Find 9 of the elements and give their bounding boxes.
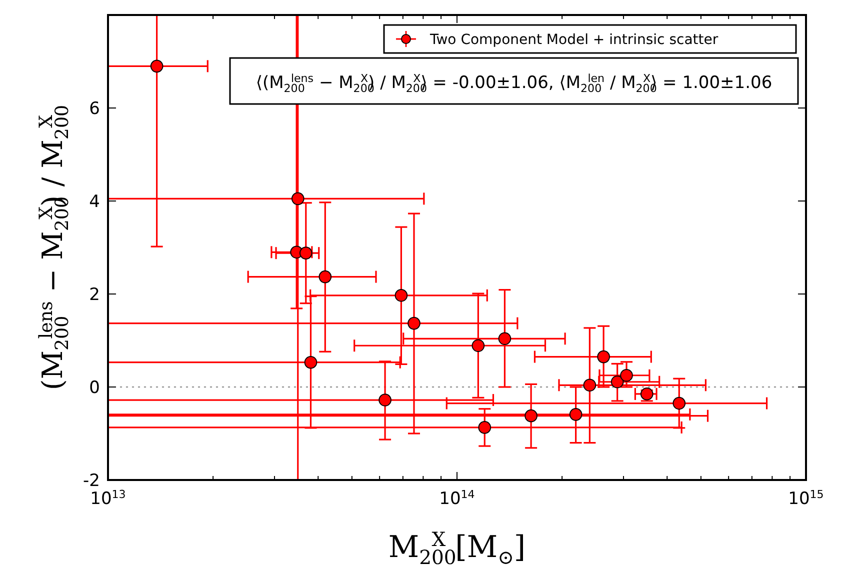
- y-tick-label: 2: [89, 285, 100, 305]
- y-tick-label: 0: [89, 378, 100, 398]
- x-tick-label: 10$^{15}$: [788, 488, 824, 509]
- legend-label: Two Component Model + intrinsic scatter: [429, 32, 718, 48]
- x-tick-label: 10$^{14}$: [439, 488, 475, 509]
- y-tick-label: 4: [89, 192, 100, 212]
- y-tick-label: 6: [89, 99, 100, 119]
- text: ⟨(M$_{200}$$^{lens}$ − M$_{200}$$^{X}$) / M$_{200}$$^{X}$⟩ = -0.00±1.06, ⟨M$_{200}$$^{len}$ / M$_{200}$$^{X}$⟩ = 1.00±1.06: [256, 72, 772, 95]
- x-axis-title: M$_{200}$$^{X}$ [M$_{⊙}$]: [388, 528, 526, 569]
